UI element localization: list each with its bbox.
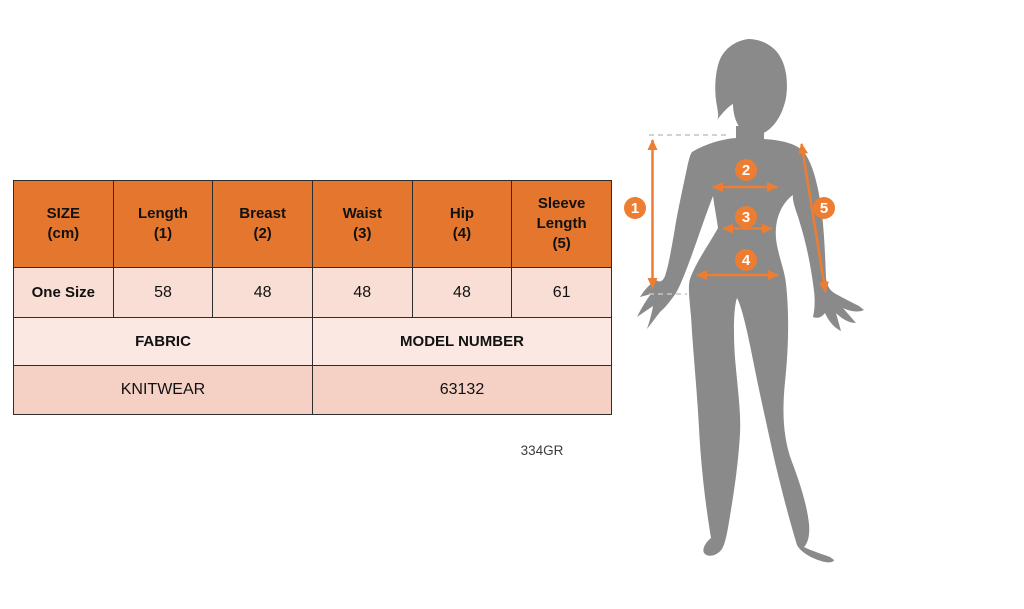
measurement-marker-1: 1 [624, 197, 646, 219]
size-chart-table: SIZE (cm) Length (1) Breast (2) Waist (3… [13, 180, 613, 415]
breast-value: 48 [212, 267, 313, 318]
marker-2-number: 2 [742, 162, 750, 179]
marker-4-number: 4 [742, 252, 751, 269]
measurement-marker-5: 5 [813, 197, 835, 219]
fabric-value: KNITWEAR [13, 365, 313, 415]
marker-1-number: 1 [631, 200, 639, 217]
sleeve-length-value: 61 [511, 267, 612, 318]
measurement-marker-2: 2 [735, 159, 757, 181]
table-header-row: SIZE (cm) Length (1) Breast (2) Waist (3… [13, 180, 612, 268]
size-row-label: One Size [13, 267, 114, 318]
marker-5-number: 5 [820, 200, 828, 217]
labels-row: FABRIC MODEL NUMBER [13, 317, 613, 366]
fabric-label: FABRIC [13, 317, 313, 366]
silhouette-body [637, 126, 864, 563]
column-header-hip: Hip (4) [411, 180, 513, 268]
column-header-sleeve-length: Sleeve Length (5) [511, 180, 612, 268]
column-header-breast: Breast (2) [212, 180, 313, 268]
column-header-size: SIZE (cm) [13, 180, 114, 268]
silhouette-head [715, 39, 787, 135]
weight-note: 334GR [520, 443, 564, 458]
material-row: KNITWEAR 63132 [13, 365, 613, 415]
hip-value: 48 [411, 267, 513, 318]
waist-value: 48 [311, 267, 413, 318]
column-header-waist: Waist (3) [311, 180, 413, 268]
sleeve-arrow [798, 143, 829, 293]
marker-3-number: 3 [742, 209, 750, 226]
one-size-row: One Size 58 48 48 48 61 [13, 267, 612, 318]
measurement-marker-4: 4 [735, 249, 757, 271]
length-value: 58 [112, 267, 214, 318]
column-header-length: Length (1) [112, 180, 214, 268]
model-number-value: 63132 [311, 365, 613, 415]
model-number-label: MODEL NUMBER [311, 317, 613, 366]
woman-silhouette [637, 39, 864, 563]
measurement-marker-3: 3 [735, 206, 757, 228]
